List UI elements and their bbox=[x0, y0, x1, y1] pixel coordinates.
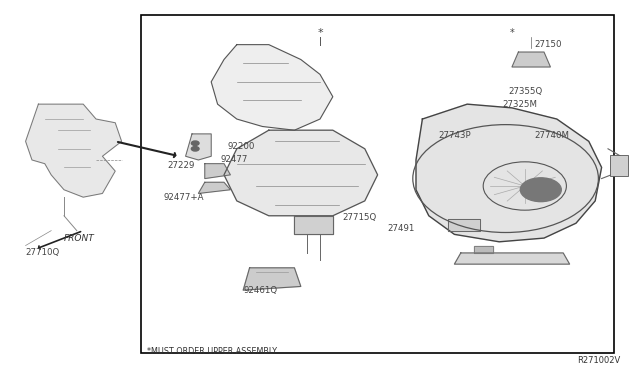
Circle shape bbox=[191, 141, 199, 145]
Polygon shape bbox=[224, 130, 378, 216]
Text: 27710Q: 27710Q bbox=[26, 248, 60, 257]
Circle shape bbox=[191, 147, 199, 151]
Text: FRONT: FRONT bbox=[64, 234, 95, 243]
Text: 92200: 92200 bbox=[227, 142, 255, 151]
Polygon shape bbox=[205, 164, 230, 179]
Text: R271002V: R271002V bbox=[577, 356, 621, 365]
FancyBboxPatch shape bbox=[610, 155, 628, 176]
Text: *: * bbox=[509, 29, 515, 38]
Text: 27355Q: 27355Q bbox=[509, 87, 543, 96]
Text: 27491: 27491 bbox=[387, 224, 415, 233]
Polygon shape bbox=[186, 134, 211, 160]
Polygon shape bbox=[512, 52, 550, 67]
Text: 27229: 27229 bbox=[168, 161, 195, 170]
Text: *MUST ORDER UPPER ASSEMBLY: *MUST ORDER UPPER ASSEMBLY bbox=[147, 347, 277, 356]
Polygon shape bbox=[26, 104, 122, 197]
Polygon shape bbox=[448, 219, 480, 231]
Text: *: * bbox=[317, 29, 323, 38]
Polygon shape bbox=[243, 268, 301, 290]
Text: 27715Q: 27715Q bbox=[342, 213, 377, 222]
Polygon shape bbox=[454, 253, 570, 264]
Text: 27325M: 27325M bbox=[502, 100, 538, 109]
Text: 92461Q: 92461Q bbox=[243, 286, 277, 295]
Text: 27740M: 27740M bbox=[534, 131, 570, 140]
Polygon shape bbox=[416, 104, 602, 242]
Text: 92477: 92477 bbox=[221, 155, 248, 164]
Text: 92477+A: 92477+A bbox=[163, 193, 204, 202]
Polygon shape bbox=[294, 216, 333, 234]
Polygon shape bbox=[198, 182, 230, 193]
Polygon shape bbox=[211, 45, 333, 130]
Text: 27150: 27150 bbox=[534, 40, 562, 49]
Circle shape bbox=[520, 178, 561, 202]
Polygon shape bbox=[474, 246, 493, 253]
Text: 27743P: 27743P bbox=[438, 131, 471, 140]
